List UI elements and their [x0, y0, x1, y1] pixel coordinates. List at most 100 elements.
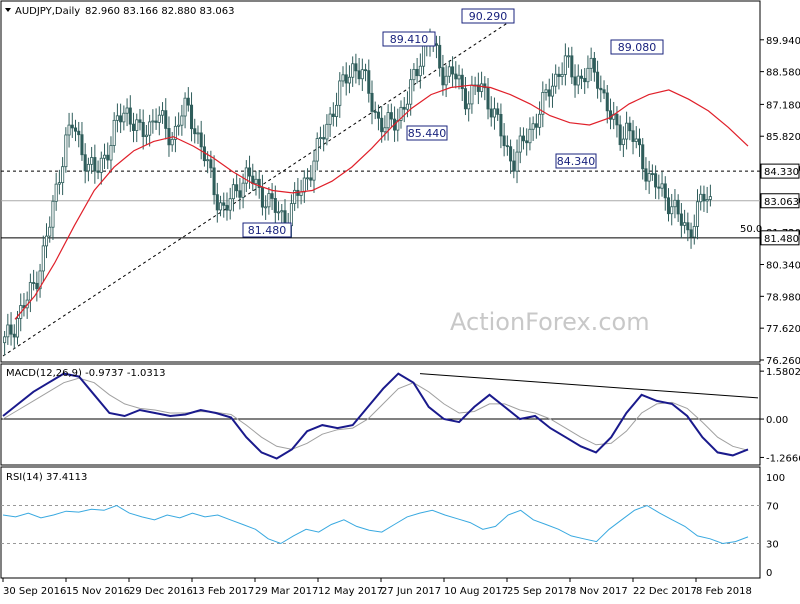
- candle-body: [173, 125, 177, 140]
- candle-body: [373, 111, 377, 113]
- candle-body: [77, 130, 81, 136]
- candle-body: [148, 121, 152, 136]
- candle-body: [650, 173, 654, 175]
- candle-body: [167, 128, 171, 146]
- candle-body: [396, 120, 400, 131]
- candle-body: [35, 282, 39, 290]
- candle-body: [541, 92, 545, 115]
- candle-body: [608, 110, 613, 120]
- date-tick-label: 13 Feb 2017: [192, 586, 254, 597]
- candle-body: [492, 108, 496, 118]
- candle-body: [54, 183, 58, 202]
- rsi-line: [2, 504, 749, 545]
- candle-body: [315, 138, 319, 162]
- candle-body: [125, 107, 129, 114]
- candle-body: [341, 74, 345, 82]
- candle-body: [131, 123, 136, 131]
- dropdown-triangle-icon[interactable]: [5, 8, 11, 12]
- candle-body: [399, 106, 403, 121]
- candle-body: [338, 80, 342, 106]
- candle-body: [164, 110, 168, 129]
- price-tick-label: 87.180: [766, 100, 800, 111]
- candle-body: [631, 130, 635, 142]
- date-tick-label: 30 Sep 2016: [3, 586, 66, 597]
- macd-signal-line: [2, 377, 749, 451]
- candle-body: [544, 89, 548, 93]
- candle-body: [270, 193, 274, 199]
- candle-body: [570, 55, 574, 78]
- price-label: 89.080: [618, 41, 657, 54]
- price-label: 84.340: [557, 155, 596, 168]
- price-label-box: [382, 31, 436, 47]
- candle-body: [244, 167, 248, 184]
- price-tick-label: 78.980: [766, 292, 800, 303]
- candle-body: [457, 74, 461, 80]
- candle-body: [673, 199, 677, 208]
- candle-body: [115, 115, 119, 121]
- candle-body: [586, 67, 590, 83]
- candle-body: [383, 127, 387, 133]
- candle-body: [550, 85, 555, 97]
- candle-body: [44, 235, 49, 247]
- candle-body: [389, 112, 393, 120]
- candle-body: [447, 66, 451, 77]
- candle-body: [418, 65, 422, 77]
- candle-body: [625, 122, 629, 140]
- price-pane-frame: [0, 0, 761, 363]
- date-tick-label: 22 Dec 2017: [633, 586, 697, 597]
- date-tick-label: 25 Sep 2017: [507, 586, 570, 597]
- candle-body: [273, 198, 277, 213]
- candle-body: [695, 201, 700, 227]
- candle-body: [689, 229, 693, 238]
- candle-body: [602, 89, 606, 94]
- macd-title: MACD(12,26,9) -0.9737 -1.0313: [6, 368, 166, 379]
- candle-body: [96, 170, 100, 173]
- candle-body: [676, 199, 680, 215]
- candle-body: [554, 73, 558, 87]
- candle-body: [306, 177, 310, 180]
- candle-body: [193, 128, 197, 135]
- candle-body: [12, 333, 16, 338]
- candle-body: [260, 187, 264, 208]
- candle-body: [93, 157, 97, 172]
- candle-body: [209, 159, 213, 169]
- symbol-label: AUDJPY,Daily: [15, 6, 80, 17]
- rsi-series: [1, 504, 760, 545]
- candle-body: [257, 178, 261, 188]
- candle-body: [64, 134, 68, 168]
- price-tick-label: 85.820: [766, 132, 800, 143]
- candle-body: [534, 123, 538, 128]
- price-label: 90.290: [469, 10, 508, 23]
- candle-body: [61, 166, 65, 184]
- macd-trendline: [419, 373, 759, 399]
- candle-body: [48, 226, 52, 237]
- candle-body: [579, 75, 584, 79]
- candle-body: [518, 135, 522, 153]
- candle-body: [183, 97, 187, 117]
- candle-body: [280, 210, 284, 213]
- candle-body: [312, 160, 316, 181]
- candle-body: [583, 77, 587, 83]
- price-tick-label: 77.620: [766, 324, 800, 335]
- axis-price-box: [760, 193, 800, 209]
- candle-body: [654, 173, 658, 188]
- date-tick-label: 27 Jun 2017: [381, 586, 441, 597]
- candle-body: [386, 112, 390, 129]
- candle-body: [141, 121, 145, 138]
- candle-body: [90, 157, 94, 165]
- candle-body: [618, 124, 622, 146]
- candle-body: [505, 145, 509, 148]
- candle-body: [177, 124, 181, 127]
- candle-body: [476, 84, 480, 92]
- candle-body: [196, 132, 200, 135]
- candle-body: [73, 127, 78, 132]
- candle-body: [119, 115, 123, 123]
- candle-body: [663, 183, 667, 199]
- axis-price-box-label: 83.063: [764, 197, 799, 208]
- candle-body: [51, 200, 55, 228]
- rsi-tick-label: 30: [766, 540, 779, 551]
- candle-body: [634, 138, 638, 142]
- candle-body: [360, 69, 364, 80]
